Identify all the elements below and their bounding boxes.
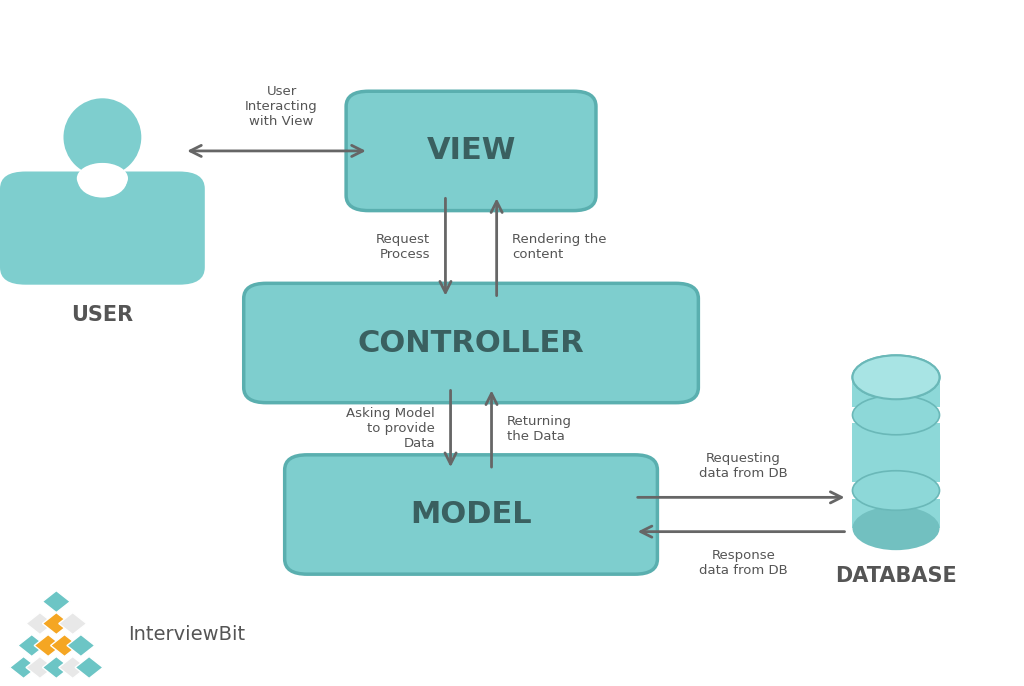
FancyBboxPatch shape [852,482,940,499]
FancyBboxPatch shape [852,377,940,528]
Polygon shape [26,657,54,678]
Polygon shape [42,613,71,635]
Polygon shape [26,613,54,635]
Text: Requesting
data from DB: Requesting data from DB [699,453,788,480]
Ellipse shape [852,506,940,550]
Text: InterviewBit: InterviewBit [128,625,245,644]
Ellipse shape [852,471,940,510]
Ellipse shape [852,355,940,399]
FancyBboxPatch shape [346,91,596,211]
Polygon shape [9,657,38,678]
Text: User
Interacting
with View: User Interacting with View [245,85,318,128]
Text: USER: USER [72,305,133,325]
Polygon shape [58,657,87,678]
FancyBboxPatch shape [0,172,205,285]
Text: DATABASE: DATABASE [836,566,956,586]
Polygon shape [42,657,71,678]
Text: Request
Process: Request Process [376,233,430,261]
Polygon shape [50,635,79,657]
Ellipse shape [852,395,940,435]
Ellipse shape [77,163,128,194]
Text: Returning
the Data: Returning the Data [507,415,571,442]
Text: VIEW: VIEW [426,137,516,165]
FancyBboxPatch shape [852,407,940,423]
Text: CONTROLLER: CONTROLLER [357,329,585,357]
Text: Asking Model
to provide
Data: Asking Model to provide Data [346,407,435,450]
Text: Rendering the
content: Rendering the content [512,233,606,261]
Text: Response
data from DB: Response data from DB [699,549,788,576]
Polygon shape [34,635,62,657]
Polygon shape [75,657,103,678]
Ellipse shape [78,163,127,198]
Text: MODEL: MODEL [411,500,531,529]
Polygon shape [58,613,87,635]
FancyBboxPatch shape [244,283,698,403]
Polygon shape [42,591,71,613]
Polygon shape [67,635,95,657]
Ellipse shape [852,355,940,399]
Ellipse shape [63,98,141,176]
Polygon shape [17,635,46,657]
FancyBboxPatch shape [285,455,657,574]
